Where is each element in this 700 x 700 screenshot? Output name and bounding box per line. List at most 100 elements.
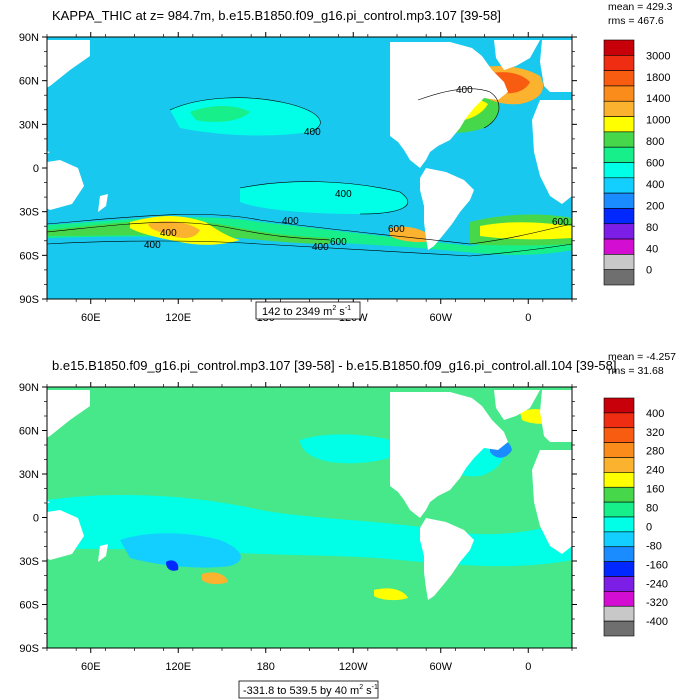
rms-stat: rms = 467.6 [608, 15, 664, 27]
colorbar-swatch [603, 591, 635, 607]
y-tick-label: 60S [19, 600, 39, 612]
contour-lines [47, 88, 572, 257]
colorbar-label: 1000 [646, 115, 670, 127]
field-npac [170, 97, 321, 136]
colorbar-swatch [603, 55, 635, 71]
mean-stat: mean = -4.257 [608, 351, 676, 363]
colorbar-swatch [603, 561, 635, 577]
y-tick-label: 90S [19, 294, 39, 306]
colorbar-swatch [603, 116, 635, 133]
mean-stat: mean = 429.3 [608, 1, 673, 13]
chart-panel-1: KAPPA_THIC at z= 984.7m, b.e15.B1850.f09… [19, 1, 673, 324]
map-area: 400 400 400 400 600 600 400 400 600 400 [47, 37, 572, 299]
colorbar-swatch [603, 576, 635, 592]
colorbar-swatch [603, 531, 635, 548]
colorbar-swatch [603, 516, 635, 533]
contour-label: 600 [552, 217, 569, 228]
y-tick-label: 0 [33, 163, 39, 175]
colorbar-label: 280 [646, 446, 664, 458]
colorbar-swatch [603, 501, 635, 518]
colorbar-swatch [603, 254, 635, 270]
colorbar-swatch [603, 70, 635, 87]
colorbar-label: 0 [646, 521, 652, 533]
colorbar-label: 3000 [646, 50, 670, 62]
y-tick-label: 30S [19, 207, 39, 219]
colorbar-swatch [603, 605, 635, 622]
colorbar: 400 320 280 240 160 80 0 -80 -160 -240 -320 -400 [603, 397, 668, 637]
x-tick-label: 60E [81, 661, 101, 673]
colorbar-label: 160 [646, 484, 664, 496]
field-orange-2 [390, 226, 436, 243]
range-box [255, 301, 361, 320]
y-tick-label: 60N [19, 76, 39, 88]
colorbar-swatch [603, 620, 635, 637]
colorbar-swatch [603, 223, 635, 240]
field-blue-1 [120, 533, 241, 568]
colorbar-swatch [603, 412, 635, 429]
y-tick-label: 60S [19, 250, 39, 262]
y-tick-label: 0 [33, 513, 39, 525]
x-tick-label: 0 [525, 312, 531, 324]
field-spac [240, 181, 408, 214]
x-tick-label: 60W [429, 312, 452, 324]
range-label: -331.8 to 539.5 by 40 m2 s-1 [243, 684, 378, 697]
rms-stat: rms = 31.68 [608, 365, 664, 377]
x-tick-label: 60W [429, 661, 452, 673]
y-tick-label: 90N [19, 382, 39, 394]
contour-label: 400 [335, 189, 352, 200]
chart-title: KAPPA_THIC at z= 984.7m, b.e15.B1850.f09… [52, 8, 501, 23]
contour-label: 400 [282, 216, 299, 227]
contour-label: 400 [456, 85, 473, 96]
colorbar-label: -400 [646, 616, 668, 628]
colorbar-label: 800 [646, 136, 664, 148]
y-tick-label: 90S [19, 643, 39, 655]
field-orange-1 [148, 221, 200, 238]
x-tick-label: 120W [339, 661, 368, 673]
colorbar-swatch [603, 486, 635, 503]
contour-labels: 400 400 400 400 600 600 400 400 600 400 [144, 85, 569, 253]
colorbar-swatch [603, 457, 635, 473]
colorbar-swatch [603, 397, 635, 414]
colorbar-label: 1800 [646, 72, 670, 84]
field-npac-green [190, 106, 250, 122]
colorbar-label: 80 [646, 503, 658, 515]
chart-title: b.e15.B1850.f09_g16.pi_control.mp3.107 [… [52, 358, 616, 373]
contour-label: 400 [304, 127, 321, 138]
y-tick-label: 30N [19, 119, 39, 131]
y-tick-label: 90N [19, 32, 39, 44]
range-label: 142 to 2349 m2 s-1 [262, 305, 351, 318]
colorbar-swatch [603, 238, 635, 255]
contour-label: 600 [330, 237, 347, 248]
axis-ticks: 90N 60N 30N 0 30S 60S 90S 60E 120E 180 120W 60W 0 [19, 382, 577, 673]
colorbar-swatch [603, 472, 635, 488]
field-orange-3 [202, 572, 228, 585]
colorbar-swatch [603, 442, 635, 458]
colorbar-swatch [603, 269, 635, 286]
field-yellow-5 [374, 588, 408, 601]
colorbar-label: 1400 [646, 93, 670, 105]
colorbar-label: 240 [646, 465, 664, 477]
field-blue-3 [166, 560, 179, 571]
map-area [47, 387, 572, 648]
colorbar-label: 200 [646, 200, 664, 212]
colorbar-swatch [603, 85, 635, 102]
colorbar-swatch [603, 208, 635, 225]
colorbar-label: 400 [646, 408, 664, 420]
colorbar-swatch [603, 162, 635, 179]
contour-label: 400 [160, 228, 177, 239]
colorbar-label: -160 [646, 559, 668, 571]
field-cyan-2 [300, 434, 410, 464]
y-tick-label: 30N [19, 469, 39, 481]
contour-label: 400 [144, 240, 161, 251]
colorbar-label: 400 [646, 179, 664, 191]
colorbar-swatch [603, 177, 635, 194]
colorbar-label: 80 [646, 222, 658, 234]
colorbar-swatch [603, 131, 635, 148]
y-tick-label: 30S [19, 556, 39, 568]
colorbar-swatch [603, 427, 635, 443]
field-yellow-2 [480, 222, 572, 240]
colorbar-swatch [603, 546, 635, 562]
chart-panel-2: b.e15.B1850.f09_g16.pi_control.mp3.107 [… [19, 351, 676, 699]
